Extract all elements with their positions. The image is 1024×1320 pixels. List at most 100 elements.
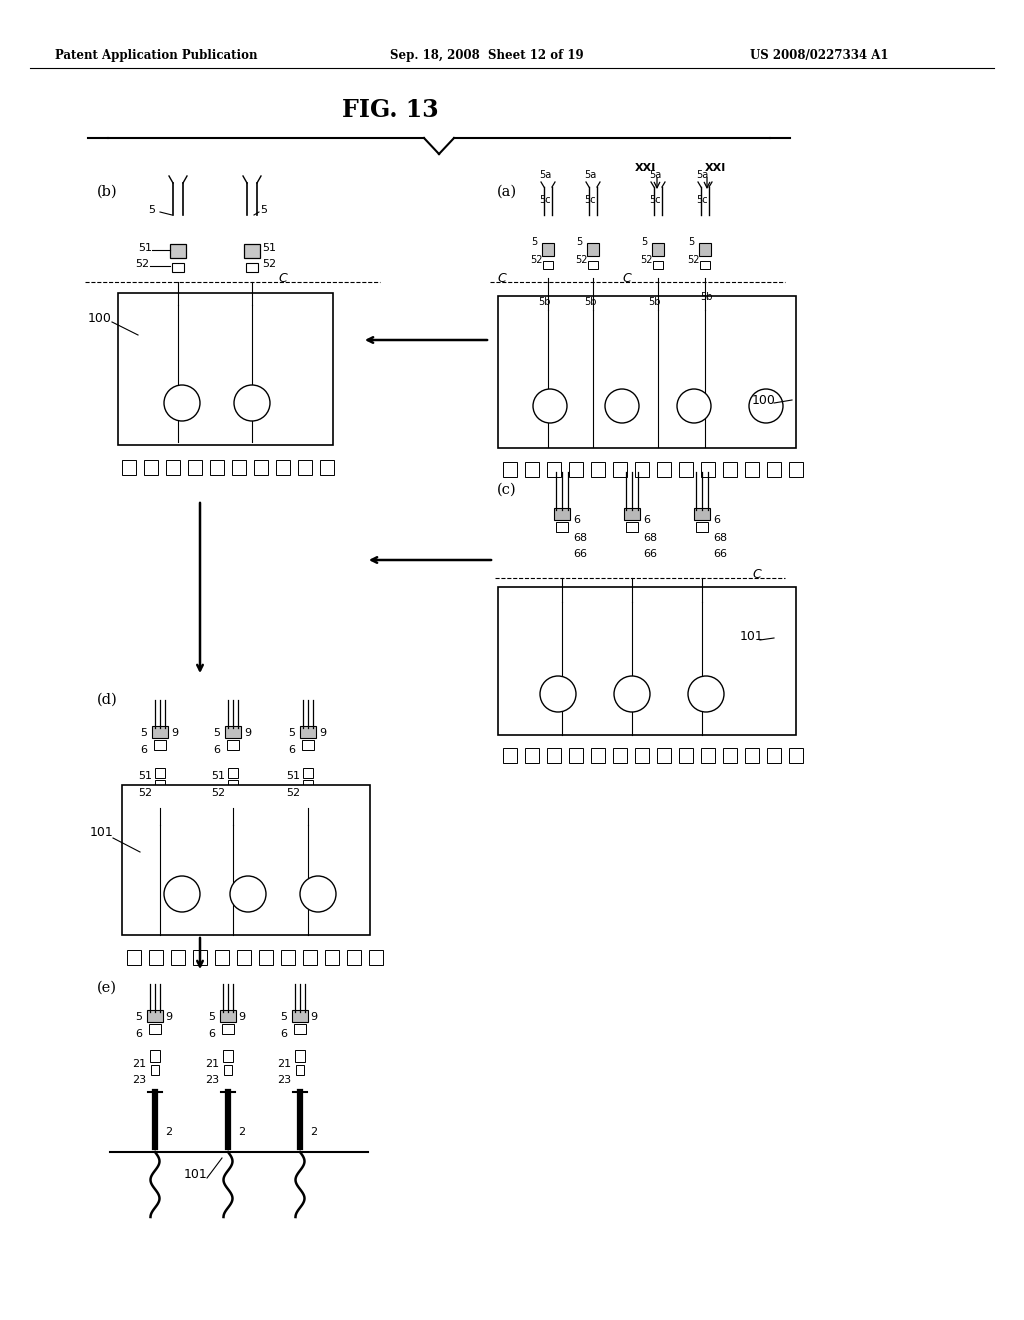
Text: 66: 66 <box>643 549 657 558</box>
Text: 6: 6 <box>573 515 580 525</box>
Text: 51: 51 <box>138 243 152 253</box>
Bar <box>503 462 517 477</box>
Bar <box>254 459 268 475</box>
Text: 9: 9 <box>171 729 178 738</box>
Bar <box>172 263 184 272</box>
Text: 5a: 5a <box>696 170 709 180</box>
Bar <box>295 1049 305 1063</box>
Text: XXI: XXI <box>635 162 655 173</box>
Text: 23: 23 <box>205 1074 219 1085</box>
Bar <box>302 741 314 750</box>
Text: 5: 5 <box>288 729 295 738</box>
Text: 66: 66 <box>713 549 727 558</box>
Text: US 2008/0227334 A1: US 2008/0227334 A1 <box>750 49 889 62</box>
Circle shape <box>234 385 270 421</box>
Bar <box>556 521 568 532</box>
Bar <box>144 459 158 475</box>
Bar <box>222 1024 234 1034</box>
Text: 52: 52 <box>262 259 276 269</box>
Text: (a): (a) <box>497 185 517 199</box>
Bar <box>170 244 186 257</box>
Text: (e): (e) <box>97 981 117 995</box>
Bar <box>613 462 627 477</box>
Text: Sep. 18, 2008  Sheet 12 of 19: Sep. 18, 2008 Sheet 12 of 19 <box>390 49 584 62</box>
Bar <box>790 748 803 763</box>
Bar <box>150 1024 161 1034</box>
Bar <box>155 780 165 789</box>
Text: 68: 68 <box>713 533 727 543</box>
Text: 2: 2 <box>165 1127 172 1137</box>
Bar <box>554 508 570 520</box>
Text: 5: 5 <box>148 205 155 215</box>
Circle shape <box>230 876 266 912</box>
Text: 51: 51 <box>138 771 152 781</box>
Text: 9: 9 <box>165 1012 172 1022</box>
Text: 52: 52 <box>687 255 699 265</box>
Text: C: C <box>497 272 506 285</box>
Text: 51: 51 <box>262 243 276 253</box>
Bar <box>259 950 273 965</box>
Circle shape <box>540 676 575 711</box>
Bar <box>298 459 312 475</box>
Bar <box>155 768 165 777</box>
Text: XXI: XXI <box>705 162 726 173</box>
Text: 9: 9 <box>310 1012 317 1022</box>
Circle shape <box>749 389 783 422</box>
Text: 52: 52 <box>138 788 153 799</box>
Text: 6: 6 <box>140 744 147 755</box>
Text: 5b: 5b <box>648 297 660 308</box>
Text: 52: 52 <box>530 255 543 265</box>
Text: 21: 21 <box>205 1059 219 1069</box>
Bar <box>223 1049 233 1063</box>
Bar <box>166 459 180 475</box>
Text: 51: 51 <box>286 771 300 781</box>
Bar <box>118 293 333 445</box>
Bar <box>171 950 185 965</box>
Bar <box>188 459 202 475</box>
Bar <box>281 950 295 965</box>
Bar <box>547 462 561 477</box>
Text: 5c: 5c <box>696 195 708 205</box>
Text: 5b: 5b <box>700 292 713 302</box>
Text: 5: 5 <box>208 1012 215 1022</box>
Bar <box>525 462 539 477</box>
Bar <box>587 243 599 256</box>
Bar <box>325 950 339 965</box>
Bar <box>653 261 663 269</box>
Bar <box>150 1049 160 1063</box>
Circle shape <box>164 876 200 912</box>
Bar <box>150 950 163 965</box>
Bar <box>228 780 238 789</box>
Text: (c): (c) <box>497 483 517 498</box>
Bar <box>152 726 168 738</box>
Bar <box>635 748 649 763</box>
Bar <box>745 748 759 763</box>
Bar <box>210 459 224 475</box>
Text: 66: 66 <box>573 549 587 558</box>
Text: 2: 2 <box>238 1127 245 1137</box>
Bar <box>303 768 313 777</box>
Bar <box>224 1065 232 1074</box>
Bar <box>228 768 238 777</box>
Bar <box>122 459 136 475</box>
Bar <box>369 950 383 965</box>
Circle shape <box>300 876 336 912</box>
Bar <box>122 785 370 935</box>
Bar <box>745 462 759 477</box>
Bar <box>225 726 241 738</box>
Text: Patent Application Publication: Patent Application Publication <box>55 49 257 62</box>
Text: 5: 5 <box>135 1012 142 1022</box>
Bar <box>679 748 693 763</box>
Text: 9: 9 <box>319 729 326 738</box>
Text: 101: 101 <box>184 1168 208 1181</box>
Bar <box>588 261 598 269</box>
Bar <box>498 296 796 447</box>
Bar <box>276 459 290 475</box>
Text: 101: 101 <box>740 630 764 643</box>
Bar <box>657 462 671 477</box>
Text: 6: 6 <box>288 744 295 755</box>
Bar <box>591 748 605 763</box>
Bar <box>147 1010 163 1022</box>
Bar <box>296 1065 304 1074</box>
Bar <box>237 950 251 965</box>
